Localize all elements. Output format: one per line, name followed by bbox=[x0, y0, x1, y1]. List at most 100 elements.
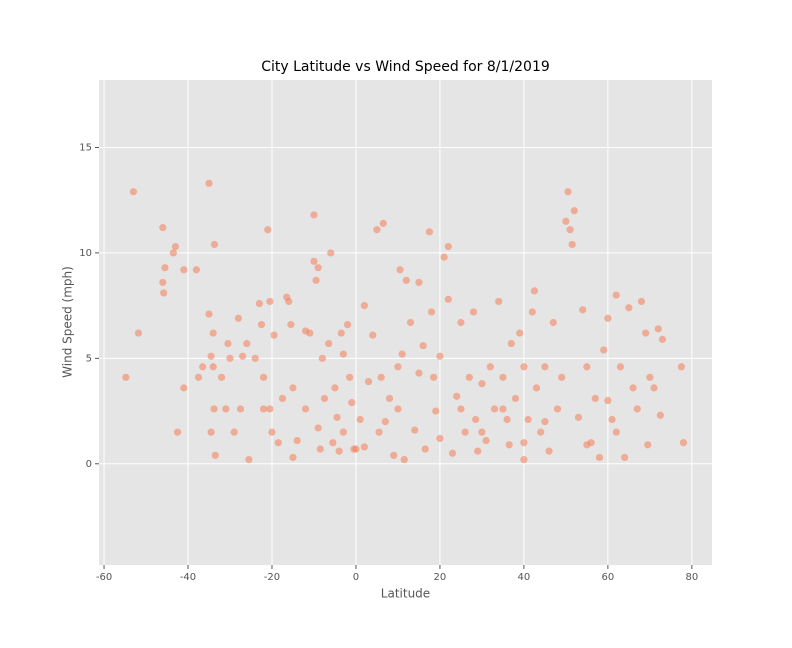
point bbox=[122, 373, 130, 381]
point bbox=[474, 447, 482, 455]
point bbox=[625, 304, 633, 312]
point bbox=[430, 373, 438, 381]
point bbox=[251, 354, 259, 362]
x-tick-label: 40 bbox=[518, 572, 531, 583]
point bbox=[457, 318, 465, 327]
point bbox=[406, 318, 415, 327]
point bbox=[293, 436, 301, 445]
point bbox=[604, 396, 612, 405]
point bbox=[612, 428, 620, 436]
chart-title: City Latitude vs Wind Speed for 8/1/2019 bbox=[261, 59, 550, 75]
point bbox=[289, 384, 297, 392]
point bbox=[314, 424, 322, 432]
y-tick-label: 5 bbox=[86, 353, 92, 364]
point bbox=[390, 451, 398, 459]
point bbox=[520, 439, 528, 447]
point bbox=[287, 321, 295, 329]
y-tick-label: 15 bbox=[79, 142, 92, 153]
point bbox=[270, 331, 278, 339]
point bbox=[129, 188, 138, 196]
point bbox=[595, 453, 604, 462]
point bbox=[381, 418, 389, 426]
point bbox=[310, 211, 318, 219]
point bbox=[402, 276, 410, 284]
point bbox=[268, 428, 276, 436]
point bbox=[348, 399, 356, 407]
point bbox=[394, 363, 402, 371]
point bbox=[432, 407, 440, 415]
point bbox=[224, 339, 232, 348]
point bbox=[180, 384, 188, 392]
point bbox=[264, 226, 272, 234]
point bbox=[621, 453, 629, 462]
point bbox=[436, 352, 444, 360]
point bbox=[222, 405, 230, 413]
point bbox=[677, 363, 685, 371]
point bbox=[444, 242, 452, 251]
point bbox=[343, 321, 352, 329]
point bbox=[169, 249, 177, 257]
point bbox=[325, 339, 333, 348]
point bbox=[207, 352, 215, 360]
point bbox=[472, 415, 480, 424]
point bbox=[337, 329, 345, 337]
point bbox=[570, 207, 578, 215]
point bbox=[369, 331, 377, 339]
point bbox=[600, 346, 608, 354]
point bbox=[306, 329, 314, 337]
point bbox=[516, 329, 524, 337]
x-tick-label: -20 bbox=[264, 572, 280, 583]
point bbox=[160, 289, 168, 297]
point bbox=[436, 434, 444, 443]
point bbox=[209, 363, 217, 371]
point bbox=[444, 295, 452, 303]
x-tick-label: 60 bbox=[602, 572, 615, 583]
point bbox=[553, 405, 562, 413]
point bbox=[396, 266, 404, 274]
point bbox=[608, 415, 616, 424]
point bbox=[541, 363, 549, 371]
point bbox=[314, 264, 322, 272]
point bbox=[255, 299, 263, 308]
point bbox=[161, 264, 169, 272]
point bbox=[503, 415, 511, 424]
point bbox=[333, 413, 341, 421]
point bbox=[461, 428, 469, 436]
point bbox=[312, 276, 320, 284]
point bbox=[335, 447, 343, 455]
point bbox=[524, 415, 532, 424]
point bbox=[207, 428, 215, 436]
point bbox=[545, 447, 553, 455]
point bbox=[199, 363, 207, 371]
point bbox=[245, 455, 253, 464]
point bbox=[238, 352, 247, 360]
point bbox=[564, 188, 572, 196]
point bbox=[644, 441, 652, 449]
point bbox=[274, 439, 282, 447]
point bbox=[579, 306, 587, 314]
point bbox=[394, 405, 402, 413]
point bbox=[568, 240, 576, 249]
point bbox=[448, 449, 457, 457]
point bbox=[549, 318, 557, 327]
point bbox=[558, 373, 566, 381]
point bbox=[482, 436, 490, 445]
point bbox=[478, 380, 486, 388]
point bbox=[604, 314, 612, 322]
point bbox=[415, 369, 423, 377]
point bbox=[465, 373, 473, 381]
point bbox=[541, 418, 549, 426]
point bbox=[318, 354, 326, 362]
point bbox=[316, 445, 324, 453]
point bbox=[285, 297, 293, 306]
point bbox=[339, 350, 347, 358]
point bbox=[478, 428, 486, 436]
point bbox=[134, 329, 143, 337]
point bbox=[642, 329, 650, 337]
point bbox=[385, 394, 394, 403]
point bbox=[421, 445, 429, 453]
y-tick-label: 10 bbox=[79, 248, 92, 259]
point bbox=[520, 455, 528, 464]
point bbox=[352, 445, 360, 453]
point bbox=[453, 392, 461, 400]
